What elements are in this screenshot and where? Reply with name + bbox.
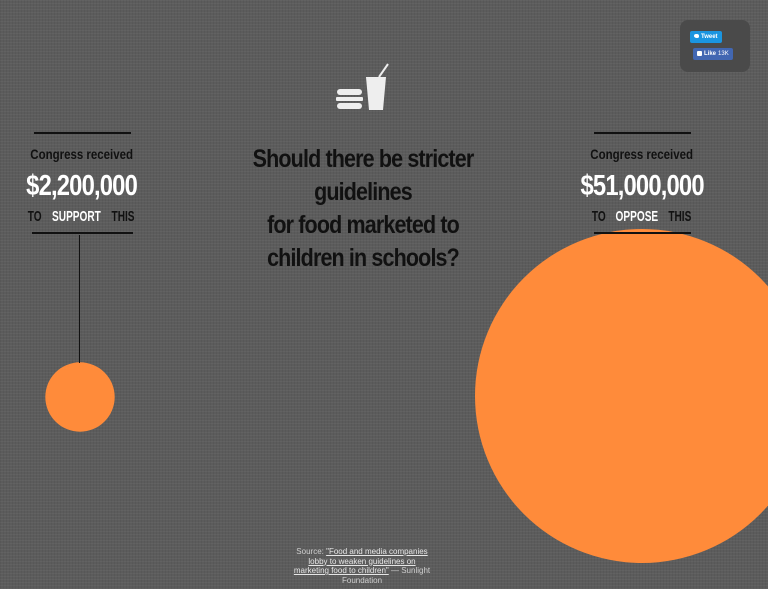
support-top-rule xyxy=(34,132,131,134)
source-prefix: Source: xyxy=(296,547,324,556)
burger-and-drink-icon xyxy=(336,63,389,110)
question-line-3: children in schools? xyxy=(267,244,460,272)
source-link[interactable]: "Food and media companies lobby to weake… xyxy=(293,547,428,575)
thumbs-up-icon xyxy=(697,50,702,56)
source-suffix: — Sunlight Foundation xyxy=(341,566,431,585)
oppose-bottom-rule xyxy=(594,232,691,234)
oppose-to: TO xyxy=(591,208,606,225)
support-verb: SUPPORT xyxy=(52,208,101,225)
support-this: THIS xyxy=(112,208,136,225)
support-connector-line xyxy=(79,235,80,363)
support-received-label: Congress received xyxy=(30,146,134,162)
like-count: 13K xyxy=(718,51,729,57)
question-line-1: Should there be stricter guidelines xyxy=(252,145,475,206)
tweet-label: Tweet xyxy=(701,34,718,40)
support-to: TO xyxy=(27,208,42,225)
like-label: Like xyxy=(704,51,717,57)
question-line-2: for food marketed to xyxy=(267,211,460,239)
oppose-direction: TO OPPOSE THIS xyxy=(572,208,712,225)
oppose-top-rule xyxy=(594,132,691,134)
oppose-verb: OPPOSE xyxy=(615,208,658,225)
twitter-bird-icon xyxy=(694,34,699,39)
oppose-received-label: Congress received xyxy=(590,146,694,162)
support-bubble xyxy=(45,362,115,432)
support-bottom-rule xyxy=(32,232,133,234)
oppose-amount: $51,000,000 xyxy=(580,170,704,202)
tweet-button[interactable]: Tweet xyxy=(690,31,722,43)
social-share-panel: Tweet Like 13K xyxy=(680,20,750,72)
source-note: Source: "Food and media companies lobby … xyxy=(292,547,432,585)
oppose-this: THIS xyxy=(668,208,692,225)
question-heading: Should there be stricter guidelines for … xyxy=(180,143,546,275)
support-direction: TO SUPPORT THIS xyxy=(12,208,152,225)
oppose-bubble xyxy=(475,229,768,563)
support-amount: $2,200,000 xyxy=(26,170,139,202)
like-button[interactable]: Like 13K xyxy=(693,48,733,60)
